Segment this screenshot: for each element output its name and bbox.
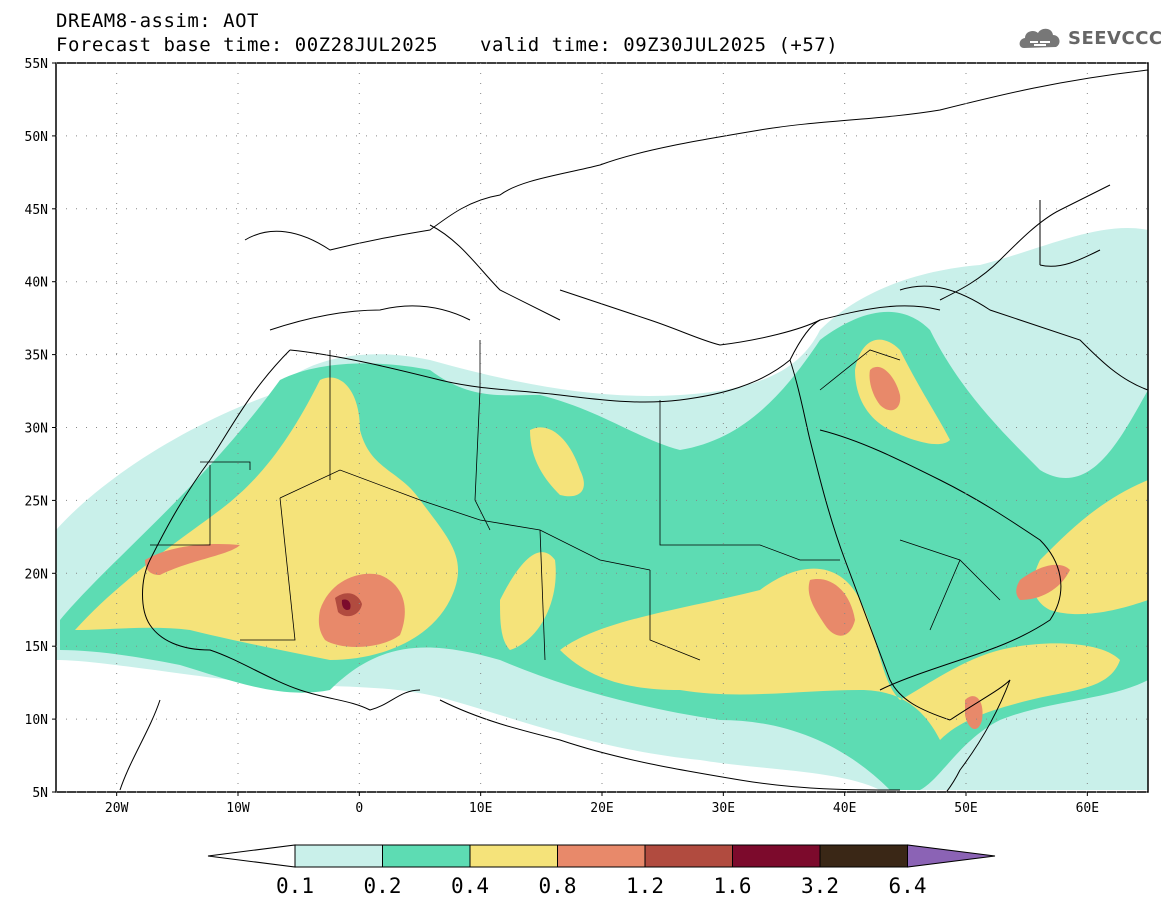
lon-label: 40E [833,801,856,816]
aot-band-1.6 [341,599,351,610]
lon-label: 60E [1076,801,1099,816]
aot-band-0.8 [869,366,901,411]
lon-label: 10W [226,801,250,816]
aot-band-0.8 [145,543,240,575]
lon-label: 30E [712,801,735,816]
lat-label: 30N [25,422,48,437]
map-title: DREAM8-assim: AOT [56,10,259,32]
aot-field [56,228,1148,790]
latitude-labels: 55N 50N 45N 40N 35N 30N 25N 20N 15N 10N 5N [25,57,48,801]
lat-label: 10N [25,713,48,728]
lon-label: 20E [590,801,613,816]
lon-label: 20W [105,801,129,816]
lat-label: 25N [25,494,48,509]
seevccc-logo: SEEVCCC [1016,22,1162,56]
aot-band-0.4 [560,568,1120,740]
map-gridlines [52,62,1148,796]
lat-label: 45N [25,203,48,218]
forecast-base-time: Forecast base time: 00Z28JUL2025 [56,34,439,56]
country-borders [150,340,1001,661]
aot-band-0.4 [855,339,950,445]
aot-band-0.8 [318,573,405,647]
longitude-labels: 20W 10W 0 10E 20E 30E 40E 50E 60E [105,801,1099,816]
logo-text: SEEVCCC [1068,28,1163,49]
lat-label: 40N [25,276,48,291]
lon-label: 0 [355,801,363,816]
cloud-icon [1019,28,1060,48]
lat-label: 20N [25,567,48,582]
lat-label: 5N [32,786,48,801]
coastlines [119,69,1148,792]
valid-time: valid time: 09Z30JUL2025 (+57) [480,34,839,56]
lon-label: 10E [469,801,492,816]
lat-label: 35N [25,349,48,364]
lon-label: 50E [954,801,977,816]
aot-band-0.4 [530,427,584,497]
aot-band-0.8 [965,696,983,730]
aot-band-0.8 [808,579,855,636]
lat-label: 50N [25,130,48,145]
lat-label: 55N [25,57,48,72]
lat-label: 15N [25,640,48,655]
